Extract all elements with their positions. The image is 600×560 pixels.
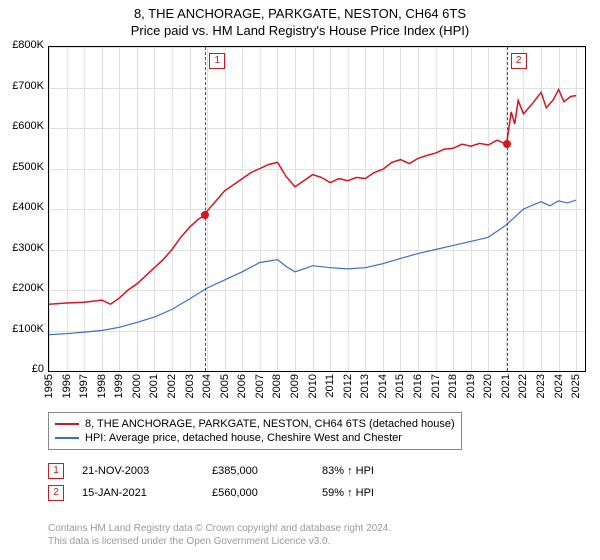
xtick-label: 2024 xyxy=(553,374,565,398)
xtick-label: 2010 xyxy=(307,374,319,398)
xtick-label: 2000 xyxy=(131,374,143,398)
ytick-label: £800K xyxy=(4,39,44,51)
marker-box-1: 1 xyxy=(209,53,225,69)
xtick-label: 2003 xyxy=(184,374,196,398)
xtick-label: 2018 xyxy=(447,374,459,398)
xtick-label: 2001 xyxy=(148,374,160,398)
ytick-label: £700K xyxy=(4,80,44,92)
footer-marker-box: 2 xyxy=(48,485,64,501)
footer-row: 1 21-NOV-2003£385,00083% ↑ HPI xyxy=(48,460,422,482)
marker-vline-1 xyxy=(205,47,206,371)
xtick-label: 2004 xyxy=(201,374,213,398)
marker-box-2: 2 xyxy=(511,53,527,69)
xtick-label: 2014 xyxy=(377,374,389,398)
xtick-label: 2012 xyxy=(342,374,354,398)
xtick-label: 1995 xyxy=(43,374,55,398)
ytick-label: £500K xyxy=(4,161,44,173)
legend-swatch xyxy=(55,437,79,439)
ytick-label: £100K xyxy=(4,323,44,335)
marker-dot-2 xyxy=(503,140,511,148)
title-line-1: 8, THE ANCHORAGE, PARKGATE, NESTON, CH64… xyxy=(0,0,600,21)
ytick-label: £600K xyxy=(4,120,44,132)
chart-container: 8, THE ANCHORAGE, PARKGATE, NESTON, CH64… xyxy=(0,0,600,560)
legend-box: 8, THE ANCHORAGE, PARKGATE, NESTON, CH64… xyxy=(48,412,462,450)
footer-row: 2 15-JAN-2021£560,00059% ↑ HPI xyxy=(48,482,422,504)
legend-label: 8, THE ANCHORAGE, PARKGATE, NESTON, CH64… xyxy=(85,418,455,430)
plot-area: 12 xyxy=(48,46,586,372)
xtick-label: 2019 xyxy=(465,374,477,398)
xtick-label: 2021 xyxy=(500,374,512,398)
ytick-label: £300K xyxy=(4,242,44,254)
xtick-label: 1998 xyxy=(96,374,108,398)
xtick-label: 2008 xyxy=(271,374,283,398)
xtick-label: 2007 xyxy=(254,374,266,398)
marker-vline-2 xyxy=(507,47,508,371)
footer-date: 21-NOV-2003 xyxy=(82,465,212,477)
series-line-property xyxy=(49,90,576,305)
footer-hpi: 59% ↑ HPI xyxy=(322,487,422,499)
legend-row: HPI: Average price, detached house, Ches… xyxy=(55,431,455,445)
xtick-label: 1999 xyxy=(113,374,125,398)
legend-label: HPI: Average price, detached house, Ches… xyxy=(85,432,402,444)
footer-date: 15-JAN-2021 xyxy=(82,487,212,499)
xtick-label: 2016 xyxy=(412,374,424,398)
title-line-2: Price paid vs. HM Land Registry's House … xyxy=(0,21,600,42)
ytick-label: £0 xyxy=(4,363,44,375)
license-line-2: This data is licensed under the Open Gov… xyxy=(48,535,391,548)
footer-marker-box: 1 xyxy=(48,463,64,479)
xtick-label: 2023 xyxy=(535,374,547,398)
xtick-label: 1997 xyxy=(78,374,90,398)
ytick-label: £200K xyxy=(4,282,44,294)
ytick-label: £400K xyxy=(4,201,44,213)
xtick-label: 2002 xyxy=(166,374,178,398)
xtick-label: 2025 xyxy=(570,374,582,398)
sale-footer-table: 1 21-NOV-2003£385,00083% ↑ HPI 2 15-JAN-202… xyxy=(48,460,422,504)
legend-row: 8, THE ANCHORAGE, PARKGATE, NESTON, CH64… xyxy=(55,417,455,431)
license-line-1: Contains HM Land Registry data © Crown c… xyxy=(48,522,391,535)
xtick-label: 2017 xyxy=(430,374,442,398)
xtick-label: 2015 xyxy=(394,374,406,398)
xtick-label: 2006 xyxy=(236,374,248,398)
license-text: Contains HM Land Registry data © Crown c… xyxy=(48,522,391,548)
xtick-label: 2011 xyxy=(324,374,336,398)
xtick-label: 2020 xyxy=(482,374,494,398)
footer-price: £560,000 xyxy=(212,487,322,499)
footer-price: £385,000 xyxy=(212,465,322,477)
xtick-label: 2022 xyxy=(517,374,529,398)
legend-swatch xyxy=(55,423,79,425)
xtick-label: 2013 xyxy=(359,374,371,398)
xtick-label: 2009 xyxy=(289,374,301,398)
xtick-label: 2005 xyxy=(219,374,231,398)
series-line-hpi xyxy=(49,200,576,335)
xtick-label: 1996 xyxy=(61,374,73,398)
series-svg xyxy=(49,47,585,371)
footer-hpi: 83% ↑ HPI xyxy=(322,465,422,477)
